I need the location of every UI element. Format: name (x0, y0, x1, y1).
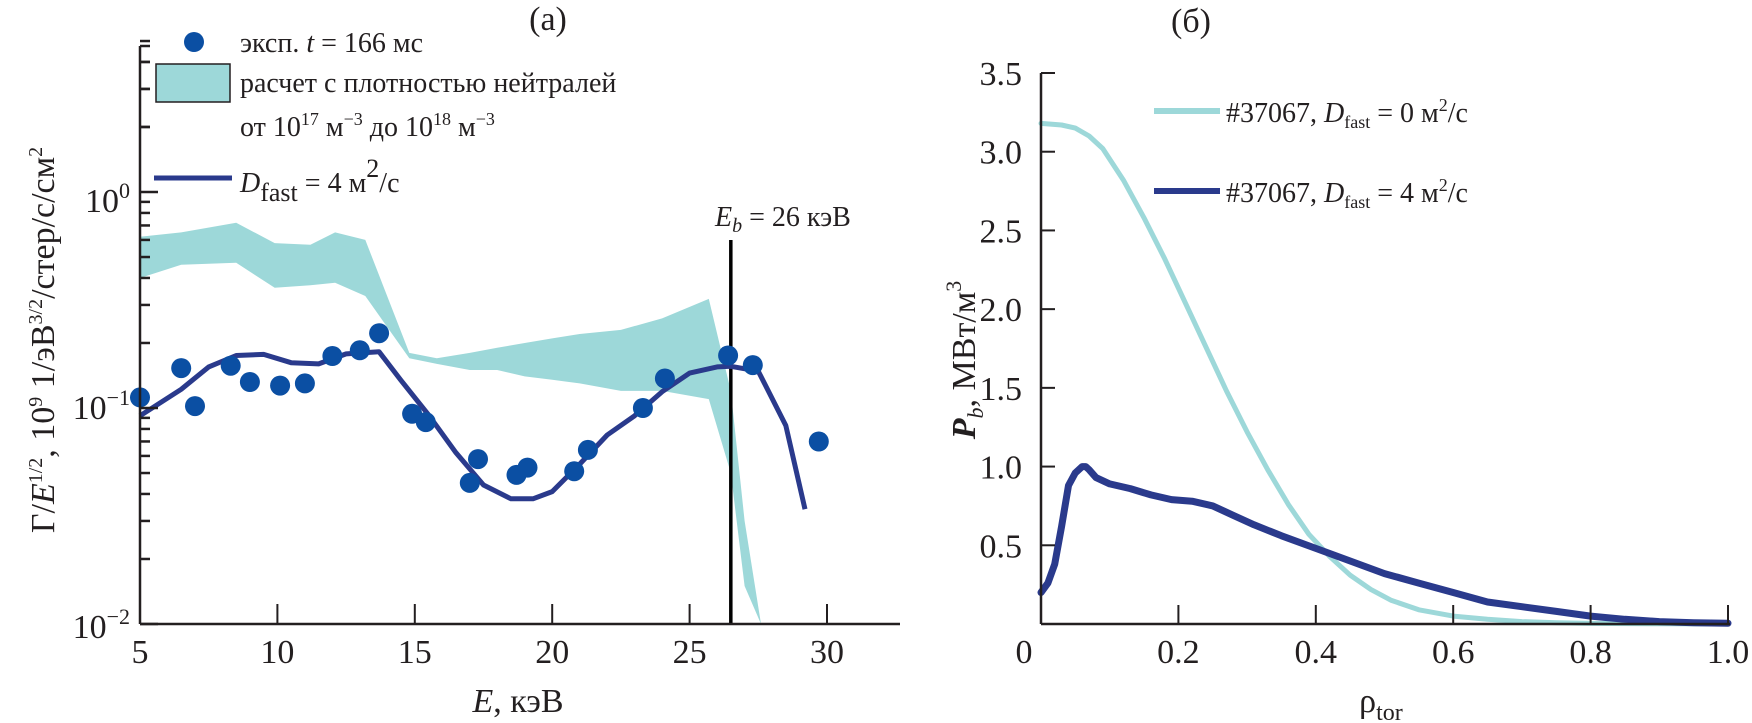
x-tick-label: 1.0 (1707, 634, 1750, 671)
y-tick-label: 2.0 (980, 292, 1023, 329)
x-tick-label: 0 (1016, 634, 1033, 671)
band-layer (140, 222, 761, 625)
x-tick-label: 0.4 (1295, 634, 1338, 671)
series-line-dfast4 (138, 349, 808, 510)
data-point (369, 323, 390, 344)
data-point (270, 375, 291, 396)
x-tick-label: 0.2 (1157, 634, 1200, 671)
y-ticks (1041, 72, 1055, 547)
legend-a: эксп. t = 166 мс расчет с плотностью ней… (154, 28, 616, 207)
data-point (349, 340, 370, 361)
y-tick-label: 1.5 (980, 371, 1023, 408)
x-tick-label: 10 (260, 634, 294, 671)
data-point (322, 346, 343, 366)
y-tick-label: 1.0 (980, 450, 1023, 487)
legend-label-band-line1: расчет с плотностью нейтралей (240, 68, 616, 99)
y-axis-title: Pb, МВт/м3 (941, 281, 988, 441)
axes-a (138, 39, 900, 626)
panel-b-label: (б) (1171, 3, 1211, 40)
legend-label-points: эксп. t = 166 мс (240, 28, 423, 59)
data-point (564, 461, 585, 482)
legend-label-line: Dfast = 4 м2/с (239, 154, 400, 207)
x-ticks (1177, 605, 1729, 624)
panel-b: (б) 0.5 1.0 1.5 2.0 2.5 3.0 3.5 0 0.2 0.4 0.6 0.8 1… (941, 3, 1749, 723)
data-point (742, 355, 763, 376)
y-ticks (140, 39, 158, 626)
model-band (140, 222, 761, 625)
data-point (239, 372, 260, 392)
x-tick-label: 15 (398, 634, 432, 671)
points-layer (130, 323, 829, 493)
data-point (171, 358, 192, 379)
x-tick-label: 0.6 (1432, 634, 1475, 671)
data-point (577, 439, 598, 460)
legend-b: #37067, Dfast = 0 м2/с #37067, Dfast = 4… (1154, 95, 1468, 212)
x-ticks (139, 604, 828, 624)
panel-a: (а) 10−2 10−1 100 5 10 15 20 25 30 E, кэВ Γ/E… (25, 1, 900, 720)
x-axis-title: E, кэВ (471, 683, 563, 720)
panel-a-label: (а) (529, 1, 567, 38)
legend-label-dfast0: #37067, Dfast = 0 м2/с (1226, 95, 1468, 132)
legend-marker-points (184, 32, 204, 52)
y-axis-title: Γ/E1/2, 109 1/эВ3/2/стер/с/см2 (25, 147, 62, 533)
x-tick-label: 30 (810, 634, 844, 671)
x-tick-label: 0.8 (1569, 634, 1612, 671)
lines-layer (1037, 120, 1732, 627)
data-point (185, 396, 205, 417)
y-tick-label-1e-1: 10−1 (73, 385, 130, 427)
beam-energy-label: Eb = 26 кэВ (714, 202, 851, 237)
y-tick-labels: 0.5 1.0 1.5 2.0 2.5 3.0 3.5 (980, 56, 1023, 565)
legend-label-band-line2: от 1017 м−3 до 1018 м−3 (240, 109, 495, 143)
data-point (808, 431, 829, 452)
data-point (632, 398, 653, 418)
legend-label-dfast4: #37067, Dfast = 4 м2/с (1226, 175, 1468, 212)
data-point (294, 373, 315, 394)
y-tick-label-1e-2: 10−2 (73, 604, 130, 646)
data-point (654, 368, 675, 389)
x-axis-title: ρtor (1359, 683, 1403, 723)
x-tick-label: 25 (673, 634, 707, 671)
y-tick-label: 0.5 (980, 528, 1023, 565)
series-line-dfast4 (1037, 463, 1732, 627)
data-point (468, 449, 488, 470)
legend-marker-band (155, 63, 231, 103)
x-tick-labels: 0 0.2 0.4 0.6 0.8 1.0 (1016, 634, 1750, 671)
data-point (220, 355, 241, 376)
data-point (718, 345, 739, 366)
series-line-dfast0 (1038, 120, 1731, 627)
axes-b (1039, 72, 1730, 626)
data-point (517, 457, 538, 478)
y-tick-label: 2.5 (980, 213, 1023, 250)
y-tick-label: 3.0 (980, 135, 1023, 172)
line-layer (138, 349, 808, 510)
data-point (415, 412, 436, 433)
x-tick-label: 5 (132, 634, 149, 671)
y-tick-label: 3.5 (980, 56, 1023, 93)
x-tick-label: 20 (535, 634, 569, 671)
x-tick-labels: 5 10 15 20 25 30 (132, 634, 845, 671)
data-point (459, 472, 480, 493)
y-tick-label-1e0: 100 (85, 178, 130, 220)
